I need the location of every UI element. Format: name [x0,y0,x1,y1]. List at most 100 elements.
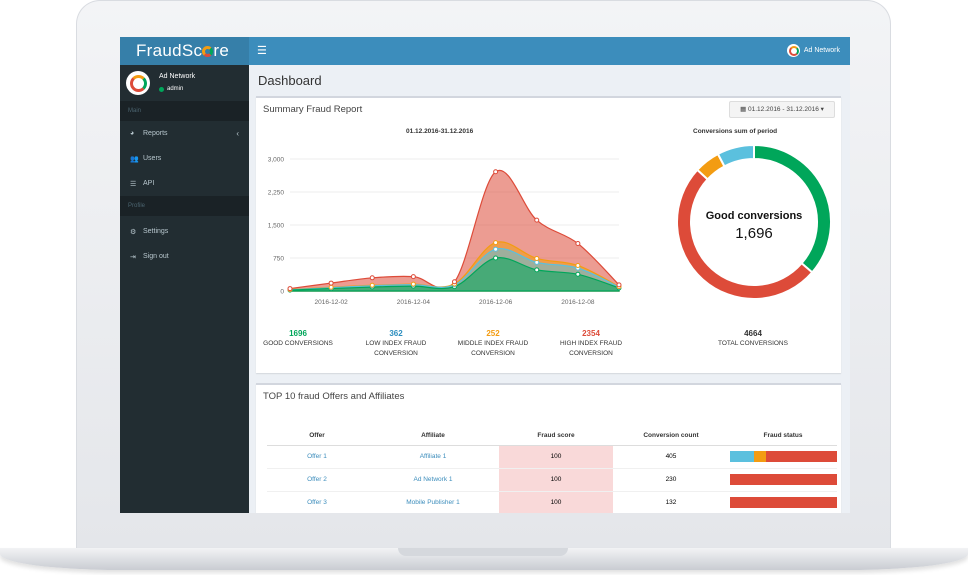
fraud-score-cell: 100 [499,467,613,491]
top-user-name: Ad Network [803,47,840,54]
table-row: Offer 1 Affiliate 1 100 405 [267,444,837,468]
affiliate-link[interactable]: Affiliate 1 [367,444,499,468]
fraud-status-segment [754,451,766,462]
data-point [493,255,499,261]
date-range-value: 01.12.2016 - 31.12.2016 [748,106,819,113]
column-header-conversion-count[interactable]: Conversion count [613,427,729,446]
hamburger-icon[interactable]: ☰ [257,45,267,57]
y-tick-label: 750 [273,256,284,263]
sidebar: Ad Network admin Main ◕ Reports ‹ 👥 User… [120,65,249,513]
column-header-fraud-status[interactable]: Fraud status [729,427,837,446]
sidebar-item-label: Settings [143,228,169,235]
table-row: Offer 3 Mobile Publisher 1 100 132 [267,490,837,513]
date-range-picker[interactable]: ▦ 01.12.2016 - 31.12.2016 ▾ [729,101,835,118]
page-title: Dashboard [258,73,322,88]
data-point [369,275,375,281]
donut-center-label: Good conversions [706,210,803,222]
offer-link[interactable]: Offer 3 [267,490,367,513]
fraud-score-cell: 100 [499,490,613,513]
data-point [493,240,499,246]
stat-label: TOTAL CONVERSIONS [718,340,788,347]
fraud-status-bar [729,451,837,462]
data-point [493,246,499,252]
stat-value: 2354 [582,329,600,338]
conversion-count-cell: 230 [613,467,729,491]
stat-value: 1696 [289,329,307,338]
conversion-count-cell: 132 [613,490,729,513]
sidebar-item-reports[interactable]: ◕ Reports ‹ [120,121,249,146]
pie-chart-icon: ◕ [130,130,135,137]
table-header-row: Offer Affiliate Fraud score Conversion c… [267,427,837,446]
area-chart-title: 01.12.2016-31.12.2016 [406,128,474,135]
fraud-status-cell [729,444,837,468]
y-tick-label: 3,000 [268,157,285,164]
donut-chart-title: Conversions sum of period [693,128,778,135]
stat-label: LOW INDEX FRAUD [365,340,427,347]
area-chart: 3,000 2,250 1,500 750 0 2016-12-02 2016-12-04 2… [268,157,622,306]
sidebar-item-label: Sign out [143,253,169,260]
sidebar-item-api[interactable]: ☰ API [120,171,249,196]
y-tick-label: 0 [280,289,284,296]
top10-box-title: TOP 10 fraud Offers and Affiliates [263,391,405,402]
list-icon: ☰ [130,180,137,188]
app-logo[interactable]: FraudSc re [120,37,249,65]
stat-label-2: CONVERSION [374,350,418,357]
top10-table: Offer Affiliate Fraud score Conversion c… [267,427,837,513]
offer-link[interactable]: Offer 2 [267,467,367,491]
data-point [534,267,540,273]
offer-link[interactable]: Offer 1 [267,444,367,468]
data-point [369,282,375,288]
app-screen: FraudSc re ☰ Ad Network Ad Network admin … [120,37,850,513]
column-header-fraud-score[interactable]: Fraud score [499,427,613,446]
y-tick-label: 2,250 [268,190,285,197]
column-header-affiliate[interactable]: Affiliate [367,427,499,446]
logo-text-end: re [213,41,230,60]
chevron-left-icon: ‹ [236,129,239,138]
user-panel: Ad Network admin [120,65,249,101]
stat-good-conversions: 1696 GOOD CONVERSIONS [253,329,343,349]
sidebar-item-users[interactable]: 👥 Users [120,146,249,171]
column-header-offer[interactable]: Offer [267,427,367,446]
sidebar-item-label: Reports [143,130,168,137]
sidebar-item-label: API [143,180,155,187]
online-status-icon [159,87,164,92]
top10-box: TOP 10 fraud Offers and Affiliates Offer… [256,383,841,513]
stat-label: GOOD CONVERSIONS [263,340,333,347]
sidebar-item-sign-out[interactable]: ⇥ Sign out [120,244,249,269]
data-point [575,271,581,277]
affiliate-link[interactable]: Ad Network 1 [367,467,499,491]
caret-down-icon: ▾ [818,106,824,113]
top-user-menu[interactable]: Ad Network [786,44,840,57]
data-point [534,255,540,261]
sidebar-section-main: Main [120,101,249,121]
sidebar-item-settings[interactable]: ⚙ Settings [120,219,249,244]
fraud-status-bar [729,497,837,509]
sidebar-section-profile: Profile [120,196,249,216]
data-point [493,169,499,175]
y-tick-label: 1,500 [268,223,285,230]
avatar [126,71,150,95]
fraud-status-bar [729,474,837,485]
donut-slice [716,143,755,168]
conversion-count-cell: 405 [613,444,729,468]
data-point [287,286,293,292]
stat-label: MIDDLE INDEX FRAUD [457,340,529,347]
laptop-notch [398,548,568,556]
sidebar-item-label: Users [143,155,162,162]
summary-fraud-report-box: Summary Fraud Report ▦ 01.12.2016 - 31.1… [256,96,841,373]
affiliate-link[interactable]: Mobile Publisher 1 [367,490,499,513]
stat-total-conversions: 4664 TOTAL CONVERSIONS [708,329,798,349]
data-point [575,262,581,268]
top-navbar: FraudSc re ☰ Ad Network [120,37,850,65]
data-point [534,217,540,223]
fraud-status-segment [765,451,837,462]
laptop-base [0,548,968,570]
data-point [534,259,540,265]
logo-text-start: FraudSc [136,41,203,60]
donut-chart: Good conversions 1,696 [676,143,832,300]
main-content: Dashboard Summary Fraud Report ▦ 01.12.2… [249,65,850,513]
stat-label-2: CONVERSION [471,350,515,357]
stat-value: 362 [389,329,403,338]
gear-icon: ⚙ [130,228,137,236]
